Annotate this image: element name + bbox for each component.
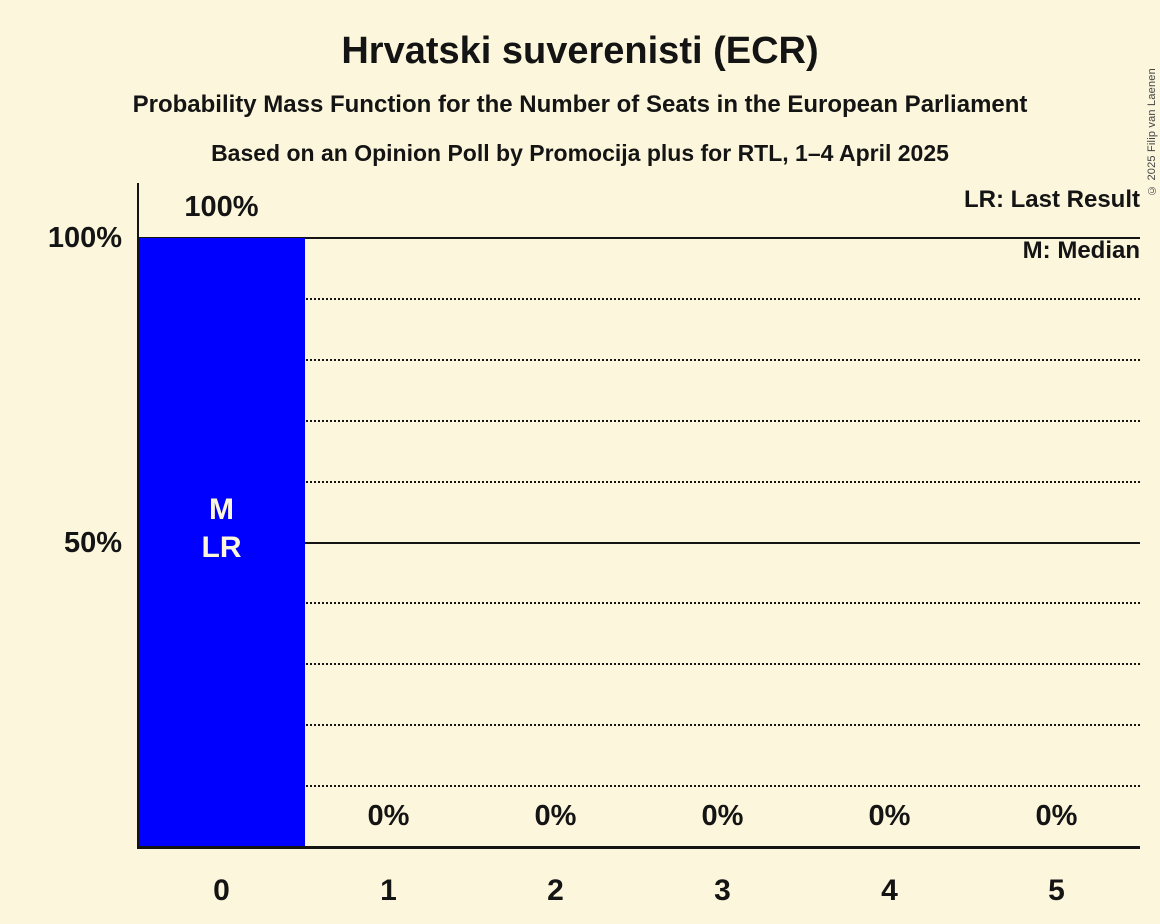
gridline-dotted-70 — [138, 419, 1140, 422]
bar-annotation-line: LR — [201, 530, 242, 564]
bar-value-label-4: 0% — [868, 800, 911, 832]
bar-value-label-3: 0% — [701, 800, 744, 832]
gridline-dotted-40 — [138, 602, 1140, 605]
bar-value-label-2: 0% — [534, 800, 577, 832]
legend-median-label: M: Median — [1022, 237, 1140, 264]
legend-last-result-label: LR: Last Result — [963, 186, 1140, 213]
gridline-dotted-80 — [138, 358, 1140, 361]
x-axis-tick-label-2: 2 — [547, 874, 564, 907]
gridline-dotted-30 — [138, 663, 1140, 666]
gridline-dotted-10 — [138, 785, 1140, 788]
bar-value-label-5: 0% — [1035, 800, 1078, 832]
x-axis-tick-label-3: 3 — [714, 874, 731, 907]
chart-source-line: Based on an Opinion Poll by Promocija pl… — [211, 140, 949, 166]
y-axis-tick-label-100: 100% — [47, 222, 122, 254]
gridline-solid-50 — [138, 541, 1140, 544]
bar-value-label-1: 0% — [367, 800, 410, 832]
gridline-dotted-20 — [138, 724, 1140, 727]
y-axis-line — [137, 183, 139, 849]
x-axis-tick-label-5: 5 — [1048, 874, 1065, 907]
gridline-dotted-90 — [138, 297, 1140, 300]
bar-annotation-line: M — [209, 492, 234, 526]
bar-seats-0 — [138, 238, 305, 847]
gridline-dotted-60 — [138, 480, 1140, 483]
x-axis-tick-label-0: 0 — [213, 874, 230, 907]
chart-subtitle: Probability Mass Function for the Number… — [132, 91, 1028, 118]
x-axis-tick-label-4: 4 — [881, 874, 898, 907]
y-axis-tick-label-50: 50% — [63, 526, 122, 559]
x-axis-tick-label-1: 1 — [380, 874, 397, 907]
bar-annotation-0: M LR — [142, 491, 302, 567]
x-axis-line — [137, 846, 1140, 849]
gridline-solid-100 — [138, 237, 1140, 239]
page-title: Hrvatski suverenisti (ECR) — [341, 30, 819, 72]
copyright-notice: © 2025 Filip van Laenen — [1146, 68, 1158, 196]
bar-value-label-0: 100% — [184, 191, 259, 223]
